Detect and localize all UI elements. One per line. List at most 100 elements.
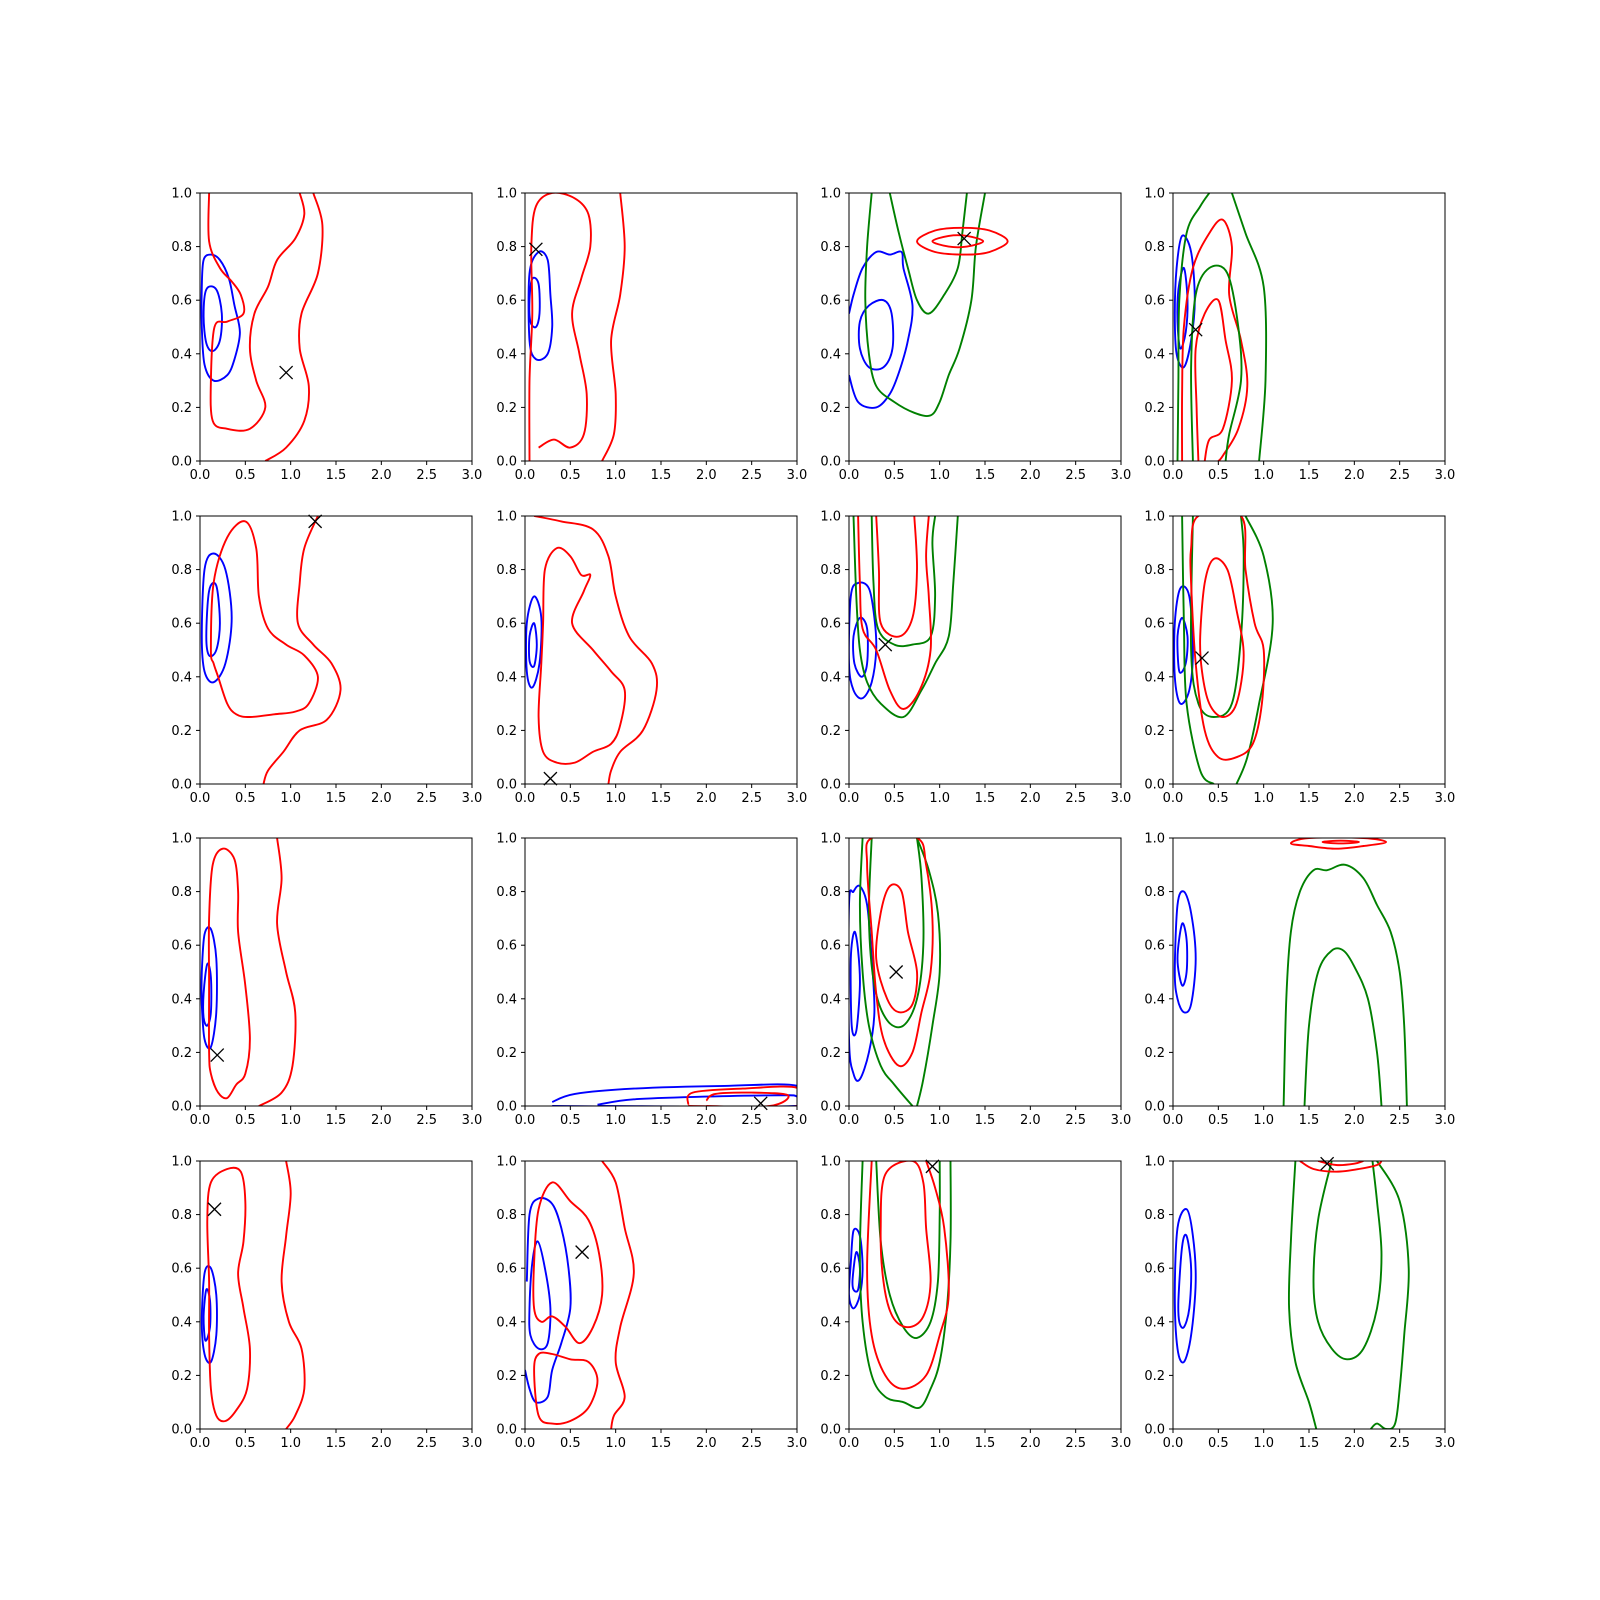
contour-line-red: [207, 847, 251, 1100]
contour-layer: [200, 193, 324, 461]
y-tick-label: 0.4: [1144, 992, 1165, 1007]
x-tick-label: 0.0: [1163, 468, 1184, 483]
contour-layer: [525, 516, 659, 784]
x-tick-label: 1.5: [1299, 1113, 1320, 1128]
contour-line-blue: [200, 253, 241, 382]
x-tick-label: 1.5: [651, 791, 672, 806]
x-marker: [889, 965, 904, 979]
x-tick-label: 1.0: [929, 1436, 950, 1451]
y-tick-label: 0.0: [171, 1100, 192, 1115]
y-tick-label: 0.6: [1144, 294, 1165, 309]
x-tick-label: 1.0: [605, 1113, 626, 1128]
y-tick-label: 0.8: [496, 1208, 517, 1223]
x-tick-label: 2.5: [741, 791, 762, 806]
y-tick-label: 0.0: [820, 455, 841, 470]
contour-line-blue: [551, 1083, 797, 1106]
x-tick-label: 0.5: [1208, 468, 1229, 483]
x-tick-label: 2.0: [1344, 791, 1365, 806]
y-tick-label: 0.0: [496, 1423, 517, 1438]
contour-line-blue: [200, 1265, 218, 1364]
y-tick-label: 0.2: [496, 1369, 517, 1384]
y-tick-label: 0.4: [496, 670, 517, 685]
y-tick-label: 0.0: [171, 455, 192, 470]
x-tick-label: 2.5: [416, 1113, 437, 1128]
contour-line-green: [1370, 1161, 1410, 1429]
x-tick-label: 1.5: [651, 1436, 672, 1451]
y-tick-label: 0.2: [496, 401, 517, 416]
x-tick-label: 0.0: [515, 791, 536, 806]
x-tick-label: 0.5: [884, 468, 905, 483]
y-tick-label: 1.0: [496, 510, 517, 525]
x-tick-label: 2.5: [1389, 791, 1410, 806]
contour-line-red: [1189, 516, 1266, 761]
subplot-r3-c2: 0.0 0.5 1.0 1.5 2.0 2.5 3.0 0.0 0.2 0.4 0.6 0.8 1.0: [496, 832, 807, 1129]
contour-line-green: [870, 516, 937, 648]
contour-line-green: [864, 193, 986, 418]
x-tick-label: 0.5: [1208, 791, 1229, 806]
y-tick-label: 0.2: [1144, 1369, 1165, 1384]
subplot-r4-c3: 0.0 0.5 1.0 1.5 2.0 2.5 3.0 0.0 0.2 0.4 0.6 0.8 1.0: [820, 1155, 1131, 1452]
y-tick-label: 0.6: [820, 294, 841, 309]
y-tick-label: 0.4: [171, 1315, 192, 1330]
contour-line-blue: [1173, 890, 1197, 1014]
y-tick-label: 0.2: [1144, 1046, 1165, 1061]
x-tick-label: 1.0: [605, 1436, 626, 1451]
y-tick-label: 0.0: [1144, 1423, 1165, 1438]
contour-line-green: [1181, 516, 1215, 784]
x-tick-label: 3.0: [1111, 1436, 1132, 1451]
y-tick-label: 0.4: [171, 347, 192, 362]
x-tick-label: 2.0: [371, 1113, 392, 1128]
y-tick-label: 0.4: [820, 347, 841, 362]
y-tick-label: 0.0: [496, 1100, 517, 1115]
contour-line-red: [686, 1085, 797, 1106]
x-tick-label: 1.0: [280, 1113, 301, 1128]
x-tick-label: 2.5: [1389, 1436, 1410, 1451]
y-tick-label: 0.2: [820, 724, 841, 739]
x-tick-label: 2.5: [741, 468, 762, 483]
contour-layer: [551, 1083, 797, 1106]
y-tick-label: 0.0: [1144, 455, 1165, 470]
contour-line-green: [916, 838, 942, 1106]
subplot-r3-c1: 0.0 0.5 1.0 1.5 2.0 2.5 3.0 0.0 0.2 0.4 0.6 0.8 1.0: [171, 832, 482, 1129]
x-tick-label: 0.5: [560, 1436, 581, 1451]
y-tick-label: 0.2: [171, 401, 192, 416]
contour-layer: [1173, 516, 1274, 784]
y-tick-label: 0.8: [820, 1208, 841, 1223]
x-tick-label: 1.0: [1253, 791, 1274, 806]
x-tick-label: 1.5: [1299, 1436, 1320, 1451]
y-tick-label: 0.8: [1144, 885, 1165, 900]
y-tick-label: 0.2: [496, 724, 517, 739]
subplot-r4-c1: 0.0 0.5 1.0 1.5 2.0 2.5 3.0 0.0 0.2 0.4 0.6 0.8 1.0: [171, 1155, 482, 1452]
x-tick-label: 1.5: [975, 1436, 996, 1451]
x-tick-label: 2.5: [416, 1436, 437, 1451]
contour-layer: [1173, 838, 1408, 1106]
x-tick-label: 3.0: [787, 1436, 808, 1451]
contour-line-green: [858, 838, 914, 1106]
contour-line-blue: [1176, 922, 1189, 987]
contour-line-blue: [849, 930, 861, 1037]
x-tick-label: 2.0: [1020, 1436, 1041, 1451]
x-tick-label: 2.0: [696, 468, 717, 483]
contour-line-blue: [528, 276, 541, 329]
x-tick-label: 1.5: [326, 791, 347, 806]
contour-line-blue: [202, 1288, 212, 1342]
x-tick-label: 1.5: [326, 1436, 347, 1451]
x-tick-label: 3.0: [462, 1113, 483, 1128]
y-tick-label: 0.4: [820, 670, 841, 685]
contour-layer: [849, 516, 959, 719]
contour-layer: [849, 193, 1009, 418]
y-tick-label: 0.2: [820, 1369, 841, 1384]
contour-line-green: [1312, 1161, 1383, 1361]
x-marker: [1195, 651, 1209, 665]
x-tick-label: 0.0: [515, 468, 536, 483]
x-tick-label: 3.0: [787, 791, 808, 806]
x-tick-label: 2.5: [1389, 468, 1410, 483]
x-tick-label: 1.5: [651, 468, 672, 483]
contour-line-green: [1235, 516, 1274, 784]
y-tick-label: 1.0: [171, 1155, 192, 1170]
y-tick-label: 0.4: [820, 1315, 841, 1330]
x-tick-label: 1.0: [605, 468, 626, 483]
y-tick-label: 0.0: [820, 778, 841, 793]
x-tick-label: 0.5: [235, 1436, 256, 1451]
x-tick-label: 1.5: [1299, 791, 1320, 806]
